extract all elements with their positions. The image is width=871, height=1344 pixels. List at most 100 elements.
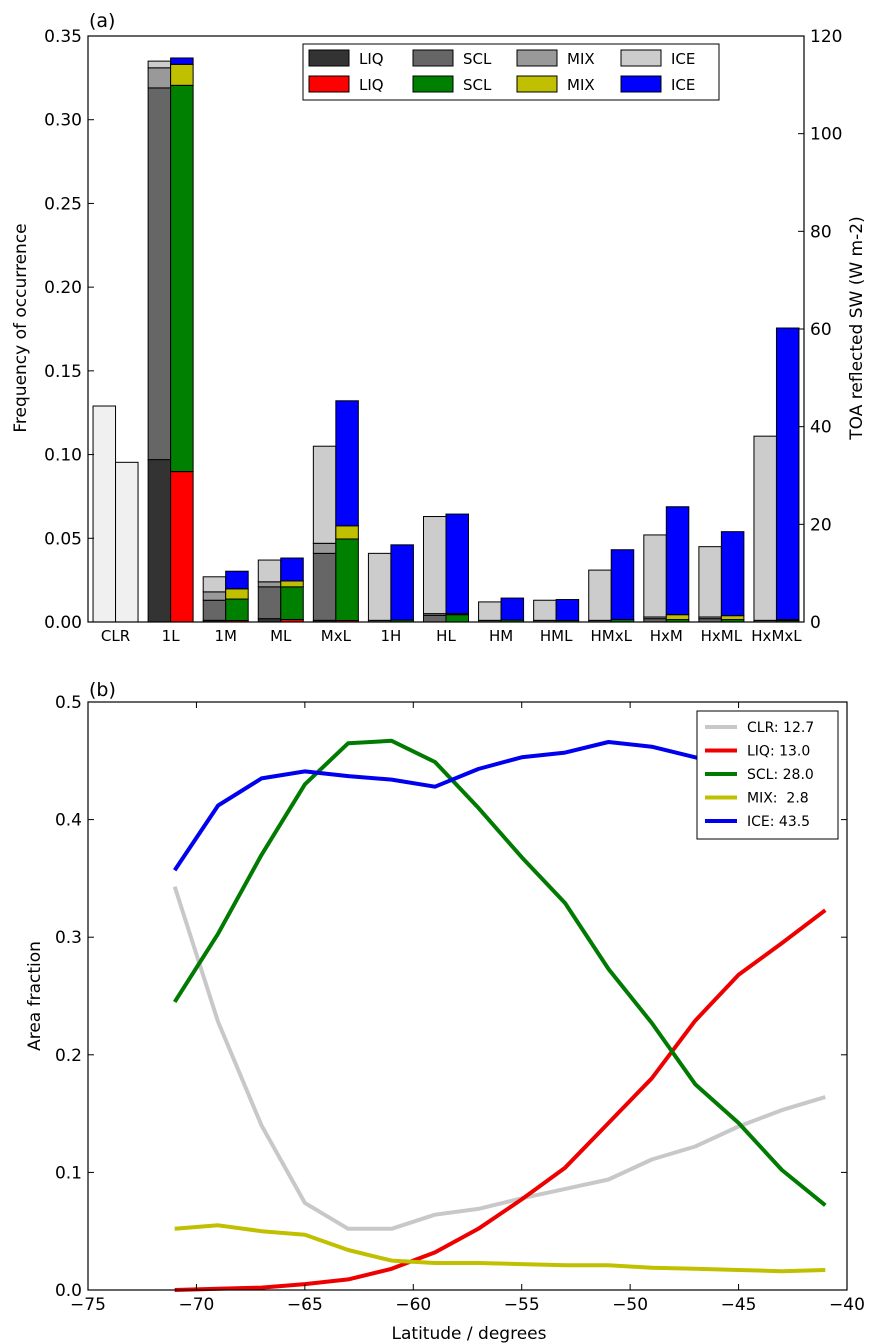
sw-bar-ice-6	[445, 513, 469, 615]
legend-label-liq: LIQ	[359, 50, 384, 68]
x-tick-label-CLR: CLR	[101, 627, 130, 645]
freq-bar-scl-3	[257, 586, 282, 620]
x-tick-label-1H: 1H	[381, 627, 402, 645]
sw-bar-ice-4	[335, 400, 359, 527]
legend-label-mix: MIX	[567, 76, 595, 94]
sw-bar-scl-4	[335, 538, 359, 622]
panel-a-bars	[92, 57, 800, 623]
sw-bar-ice-8	[555, 599, 580, 622]
sw-bar-mix-11	[720, 615, 745, 621]
panel-a-bar-chart: (a) CLR 1L 1M ML MxL 1H HL HM HML HMxL HxM HxML HxMx…	[11, 10, 867, 645]
x-tick-label-HxM: HxM	[650, 627, 683, 645]
series-line-0	[172, 885, 826, 1231]
sw-bar-mix-1	[170, 63, 194, 86]
panel-b-legend: CLR: 12.7 LIQ: 13.0 SCL: 28.0 MIX: 2.8 ICE: …	[696, 710, 839, 840]
sw-bar-mix-2	[225, 588, 249, 600]
panel-a-legend: LIQ SCL MIX ICE LIQ SCL MIX ICE	[302, 43, 720, 101]
sw-bar-ice-2	[225, 570, 249, 590]
y2-tick-label: 0	[810, 613, 821, 633]
x-tick-label-HxML: HxML	[701, 627, 743, 645]
x-tick-label-HxMxL: HxMxL	[751, 627, 802, 645]
y-tick-label: 0.5	[55, 693, 82, 713]
sw-bar-ice-9	[610, 549, 635, 621]
freq-bar-ice-9	[588, 569, 612, 621]
freq-bar-liq-1	[147, 459, 172, 623]
panel-b-frame	[87, 701, 848, 1291]
sw-bar-scl-1	[170, 84, 194, 473]
freq-bar-ice-4	[312, 445, 337, 544]
freq-bar-ice-11	[698, 546, 722, 618]
sw-bar-mix-4	[335, 525, 359, 540]
y-tick-label: 0.3	[55, 928, 82, 948]
freq-bar-ice-5	[367, 552, 392, 621]
freq-bar-ice-12	[753, 435, 777, 621]
x-tick-label: −65	[287, 1295, 323, 1315]
legend-swatch-liq	[308, 49, 350, 67]
sw-bar-ice-7	[500, 597, 525, 621]
y2-tick-label: 60	[810, 320, 832, 340]
legend-label-scl: SCL	[463, 76, 492, 94]
series-line-3	[174, 1223, 826, 1274]
panel-a-axes: CLR 1L 1M ML MxL 1H HL HM HML HMxL HxM HxML HxMxL 0.0…	[44, 27, 842, 645]
y2-tick-label: 80	[810, 222, 832, 242]
freq-bar-clr-0	[92, 405, 117, 623]
legend-label-mix: MIX	[567, 50, 595, 68]
y2-tick-label: 120	[810, 27, 842, 47]
x-tick-label: −40	[829, 1295, 865, 1315]
y-tick-label: 0.05	[44, 529, 82, 549]
x-tick-label: −45	[721, 1295, 757, 1315]
freq-bar-scl-4	[312, 552, 337, 621]
legend-swatch-mix	[516, 49, 558, 67]
y2-tick-label: 20	[810, 515, 832, 535]
y2-tick-label: 40	[810, 418, 832, 438]
legend-label-4: ICE: 43.5	[747, 814, 810, 830]
legend-label-3: MIX: 2.8	[747, 791, 809, 807]
sw-bar-clr-0	[115, 461, 139, 623]
x-tick-label-HML: HML	[540, 627, 573, 645]
legend-label-ice: ICE	[671, 50, 695, 68]
legend-label-1: LIQ: 13.0	[747, 744, 810, 760]
freq-bar-scl-1	[147, 87, 172, 461]
freq-bar-ice-7	[478, 601, 502, 621]
x-tick-label-1L: 1L	[162, 627, 181, 645]
panel-b-line-chart: (b) −75 −70 −65 −60 −55 −50 −45 −40 0.0 0.1 0.2 0.3…	[25, 679, 865, 1344]
panel-a-ylabel: Frequency of occurrence	[11, 223, 31, 432]
sw-bar-ice-5	[390, 544, 414, 621]
x-tick-label-HL: HL	[436, 627, 456, 645]
freq-bar-ice-10	[643, 534, 667, 618]
y-tick-label: 0.1	[55, 1163, 82, 1183]
freq-bar-ice-1	[147, 60, 172, 69]
x-tick-label-ML: ML	[270, 627, 292, 645]
freq-bar-mix-1	[147, 67, 172, 89]
legend-label-liq: LIQ	[359, 76, 384, 94]
legend-swatch-ice	[620, 49, 662, 67]
y-tick-label: 0.15	[44, 362, 82, 382]
y-tick-label: 0.00	[44, 613, 82, 633]
freq-bar-scl-2	[202, 599, 227, 621]
sw-bar-ice-12	[775, 327, 800, 621]
sw-bar-ice-10	[665, 506, 690, 616]
x-tick-label-MxL: MxL	[321, 627, 352, 645]
legend-swatch-scl	[412, 75, 454, 93]
legend-swatch-scl	[412, 49, 454, 67]
panel-b-xlabel: Latitude / degrees	[392, 1324, 547, 1344]
x-tick-label: −75	[70, 1295, 106, 1315]
legend-label-0: CLR: 12.7	[747, 720, 814, 736]
freq-bar-ice-8	[533, 599, 557, 621]
sw-bar-ice-11	[720, 531, 745, 617]
freq-bar-ice-6	[423, 516, 447, 615]
y-tick-label: 0.2	[55, 1046, 82, 1066]
sw-bar-mix-3	[280, 580, 304, 588]
freq-bar-mix-4	[312, 542, 337, 554]
sw-bar-ice-1	[170, 57, 194, 65]
y-tick-label: 0.25	[44, 194, 82, 214]
sw-bar-scl-3	[280, 586, 304, 621]
y-tick-label: 0.20	[44, 278, 82, 298]
x-tick-label-HMxL: HMxL	[590, 627, 632, 645]
sw-bar-ice-3	[280, 557, 304, 582]
legend-swatch-mix	[516, 75, 558, 93]
freq-bar-mix-3	[257, 581, 282, 588]
y2-tick-label: 100	[810, 125, 842, 145]
x-tick-label-HM: HM	[489, 627, 513, 645]
